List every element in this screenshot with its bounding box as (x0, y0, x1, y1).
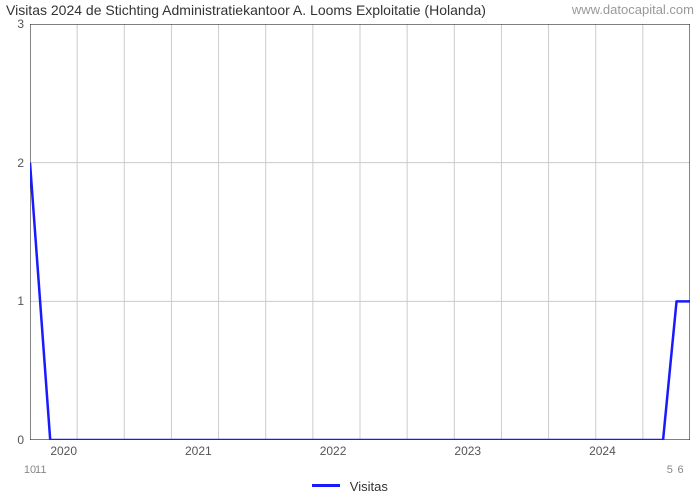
legend-label: Visitas (350, 479, 388, 494)
x-sublabel: 6 (678, 464, 684, 476)
x-tick-label: 2020 (50, 444, 77, 458)
x-tick-label: 2022 (320, 444, 347, 458)
legend-swatch (312, 484, 340, 487)
chart-plot-area: 0123 20202021202220232024 101156 (30, 24, 690, 440)
title-bar: Visitas 2024 de Stichting Administratiek… (6, 2, 694, 18)
chart-svg (30, 24, 690, 440)
y-axis-labels: 0123 (8, 24, 28, 440)
y-tick-label: 2 (17, 156, 24, 170)
x-sublabel: 5 (667, 464, 673, 476)
y-tick-label: 0 (17, 433, 24, 447)
x-tick-label: 2021 (185, 444, 212, 458)
y-tick-label: 3 (17, 17, 24, 31)
x-tick-label: 2024 (589, 444, 616, 458)
y-tick-label: 1 (17, 294, 24, 308)
x-tick-label: 2023 (454, 444, 481, 458)
chart-legend: Visitas (0, 479, 700, 494)
x-axis-labels: 2020 2021 2022 2023 2024 (30, 444, 690, 460)
x-sublabel: 11 (35, 464, 46, 476)
watermark-text: www.datocapital.com (572, 2, 694, 17)
chart-title: Visitas 2024 de Stichting Administratiek… (6, 2, 486, 18)
